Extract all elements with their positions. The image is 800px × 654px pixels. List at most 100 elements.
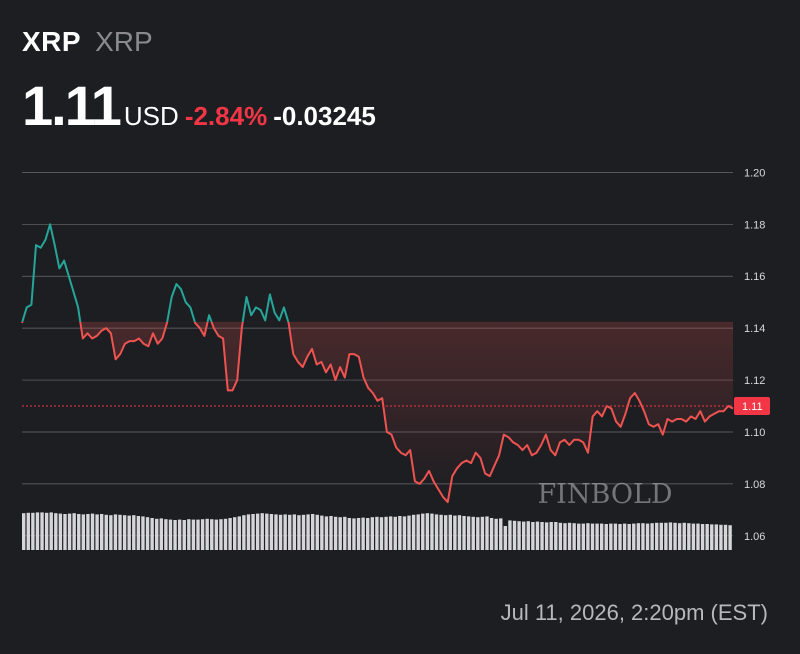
- volume-bar: [655, 522, 659, 550]
- volume-bar: [77, 514, 81, 550]
- volume-bar: [609, 523, 613, 550]
- volume-bar: [352, 518, 356, 550]
- volume-bars: [22, 512, 732, 550]
- volume-bar: [109, 515, 113, 550]
- volume-bar: [214, 519, 219, 550]
- current-price-badge-label: 1.11: [742, 401, 763, 413]
- volume-bar: [228, 518, 232, 550]
- volume-bar: [411, 514, 416, 550]
- volume-bar: [430, 513, 434, 550]
- volume-bar: [439, 514, 443, 550]
- volume-bar: [668, 522, 673, 550]
- y-tick-label: 1.08: [744, 479, 765, 491]
- volume-bar: [388, 516, 393, 550]
- change-absolute: -0.03245: [273, 101, 376, 131]
- volume-bar: [421, 513, 425, 550]
- y-tick-label: 1.16: [744, 271, 765, 283]
- y-tick-label: 1.06: [744, 531, 765, 543]
- volume-bar: [356, 518, 361, 550]
- volume-bar: [549, 522, 553, 550]
- volume-bar: [219, 519, 223, 550]
- price-row: 1.11 USD -2.84% -0.03245: [22, 78, 376, 134]
- y-tick-label: 1.10: [744, 427, 765, 439]
- volume-bar: [159, 518, 163, 550]
- volume-bar: [604, 524, 608, 550]
- volume-bar: [544, 522, 549, 550]
- x-tick-label: 10: [559, 558, 573, 560]
- volume-bar: [682, 522, 686, 550]
- x-tick-label: 8: [361, 558, 368, 560]
- volume-bar: [44, 512, 49, 550]
- volume-bar: [63, 514, 67, 550]
- volume-bar: [150, 518, 154, 550]
- volume-bar: [292, 514, 297, 550]
- y-tick-label: 1.20: [744, 167, 765, 179]
- volume-bar: [563, 523, 567, 550]
- volume-bar: [480, 516, 485, 550]
- volume-bar: [347, 518, 352, 550]
- volume-bar: [242, 515, 246, 550]
- volume-bar: [320, 515, 324, 550]
- volume-bar: [370, 517, 375, 550]
- volume-bar: [141, 516, 145, 550]
- volume-bar: [659, 522, 663, 550]
- volume-bar: [476, 517, 480, 550]
- volume-bar: [173, 520, 177, 550]
- volume-bar: [494, 518, 498, 550]
- volume-bar: [255, 513, 260, 550]
- volume-bar: [31, 512, 35, 550]
- volume-bar: [677, 523, 682, 550]
- volume-bar: [49, 512, 53, 550]
- y-axis: 1.20 1.18 1.16 1.14 1.12 1.10 1.08 1.06: [744, 167, 765, 542]
- x-tick-label: 7: [260, 558, 267, 560]
- volume-bar: [329, 516, 333, 550]
- volume-bar: [164, 519, 168, 550]
- current-price: 1.11: [22, 74, 122, 137]
- timestamp: Jul 11, 2026, 2:20pm (EST): [500, 600, 768, 625]
- volume-bar: [503, 526, 508, 550]
- x-tick-label: 11: [661, 558, 674, 560]
- x-tick-label: 5: [58, 558, 65, 560]
- volume-bar: [485, 516, 489, 550]
- volume-bar: [462, 516, 466, 550]
- volume-bar: [187, 519, 191, 550]
- x-axis: 5 6 7 8 9 10 11: [58, 558, 674, 560]
- volume-bar: [567, 522, 572, 550]
- volume-bar: [627, 524, 631, 550]
- volume-bar: [645, 523, 650, 550]
- volume-bar: [132, 515, 136, 550]
- x-tick-label: 6: [159, 558, 166, 560]
- volume-bar: [517, 521, 521, 550]
- volume-bar: [535, 521, 540, 550]
- volume-bar: [521, 521, 526, 550]
- volume-bar: [691, 523, 696, 550]
- volume-bar: [288, 514, 292, 550]
- volume-bar: [586, 523, 590, 550]
- price-chart[interactable]: FINBOLD 1.20 1.18 1.16 1.14 1.12 1.10 1.08 1.06…: [0, 140, 800, 560]
- volume-bar: [196, 519, 200, 550]
- header-row: XRP XRP: [22, 26, 153, 58]
- volume-bar: [402, 516, 407, 550]
- y-tick-label: 1.14: [744, 323, 765, 335]
- volume-bar: [434, 514, 439, 550]
- volume-bar: [155, 518, 159, 550]
- volume-bar: [577, 523, 581, 550]
- volume-bar: [191, 519, 196, 550]
- volume-bar: [40, 512, 44, 550]
- volume-bar: [246, 514, 251, 550]
- volume-bar: [95, 514, 99, 550]
- volume-bar: [67, 513, 72, 550]
- volume-bar: [590, 523, 595, 550]
- volume-bar: [210, 519, 214, 550]
- volume-bar: [508, 520, 512, 550]
- volume-bar: [714, 524, 719, 550]
- volume-bar: [554, 522, 558, 550]
- volume-bar: [581, 523, 586, 550]
- volume-bar: [489, 518, 494, 550]
- volume-bar: [375, 516, 379, 550]
- volume-bar: [315, 514, 319, 550]
- volume-bar: [136, 516, 141, 550]
- volume-bar: [471, 516, 475, 550]
- volume-bar: [723, 524, 728, 550]
- volume-bar: [728, 525, 732, 550]
